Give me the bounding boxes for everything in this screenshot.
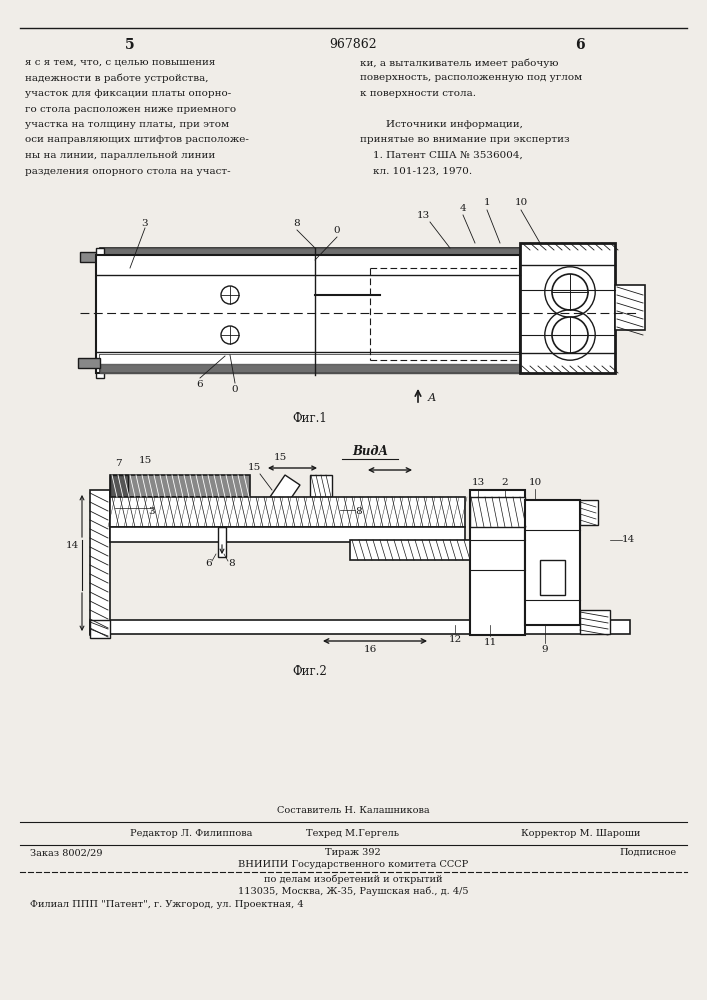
Text: 1: 1 [484,198,491,207]
Bar [615,285,645,330]
Bar [520,243,615,373]
Bar [100,355,520,373]
Text: поверхность, расположенную под углом: поверхность, расположенную под углом [360,74,583,83]
Text: 4: 4 [460,204,467,213]
Text: Филиал ППП "Патент", г. Ужгород, ул. Проектная, 4: Филиал ППП "Патент", г. Ужгород, ул. Про… [30,900,303,909]
Text: разделения опорного стола на участ-: разделения опорного стола на участ- [25,166,230,176]
Bar [470,490,525,635]
Text: 15: 15 [274,453,286,462]
Bar [80,252,102,262]
Text: принятые во внимание при экспертиз: принятые во внимание при экспертиз [360,135,570,144]
Text: 2: 2 [502,478,508,487]
Text: участок для фиксации платы опорно-: участок для фиксации платы опорно- [25,89,231,98]
Bar [310,475,332,497]
Text: Составитель Н. Калашникова: Составитель Н. Калашникова [276,806,429,815]
Text: 13: 13 [472,478,484,487]
Bar [525,500,580,625]
Polygon shape [270,475,300,507]
Text: 5: 5 [125,38,135,52]
Bar [96,248,104,378]
Text: Корректор М. Шароши: Корректор М. Шароши [520,829,640,838]
Bar [110,475,250,497]
Text: 6: 6 [575,38,585,52]
Text: А: А [428,393,436,403]
Text: го стола расположен ниже приемного: го стола расположен ниже приемного [25,104,236,113]
Text: 0: 0 [232,385,238,394]
Text: Тираж 392: Тираж 392 [325,848,381,857]
Text: Подписное: Подписное [620,848,677,857]
Text: надежности в работе устройства,: надежности в работе устройства, [25,74,209,83]
Bar [110,527,465,542]
Bar [470,497,525,527]
Text: 3: 3 [141,219,148,228]
Bar [580,500,598,525]
Text: 113035, Москва, Ж-35, Раушская наб., д. 4/5: 113035, Москва, Ж-35, Раушская наб., д. … [238,886,468,896]
Text: Редактор Л. Филиппова: Редактор Л. Филиппова [130,829,252,838]
Text: 15: 15 [248,463,262,472]
Text: 0: 0 [334,226,340,235]
Circle shape [552,274,588,310]
Circle shape [552,317,588,353]
Text: Фиг.2: Фиг.2 [293,665,327,678]
Bar [90,620,110,638]
Text: 10: 10 [515,198,527,207]
Bar [90,620,630,634]
Text: 1. Патент США № 3536004,: 1. Патент США № 3536004, [360,151,522,160]
Text: Источники информации,: Источники информации, [360,120,523,129]
Text: оси направляющих штифтов расположе-: оси направляющих штифтов расположе- [25,135,249,144]
Text: 8: 8 [355,508,361,516]
Text: 8: 8 [228,558,235,568]
Text: 9: 9 [542,645,549,654]
Text: 13: 13 [416,211,430,220]
Text: ки, а выталкиватель имеет рабочую: ки, а выталкиватель имеет рабочую [360,58,559,68]
Bar [540,560,565,595]
Bar [110,475,128,497]
Text: ны на линии, параллельной линии: ны на линии, параллельной линии [25,151,215,160]
Text: 14: 14 [65,540,78,550]
Text: я с я тем, что, с целью повышения: я с я тем, что, с целью повышения [25,58,216,67]
Text: 6: 6 [205,558,212,568]
Bar [90,490,110,635]
Bar [580,610,610,634]
Bar [96,255,520,373]
Text: кл. 101-123, 1970.: кл. 101-123, 1970. [360,166,472,176]
Text: 7: 7 [115,459,122,468]
Text: 11: 11 [484,638,496,647]
Text: ВидА: ВидА [352,445,388,458]
Text: участка на толщину платы, при этом: участка на толщину платы, при этом [25,120,229,129]
Text: 3: 3 [148,506,156,516]
Text: 967862: 967862 [329,38,377,51]
Text: 10: 10 [528,478,542,487]
Text: Заказ 8002/29: Заказ 8002/29 [30,848,103,857]
Bar [100,248,520,266]
Text: Техред М.Гергель: Техред М.Гергель [307,829,399,838]
Text: 15: 15 [139,456,151,465]
Text: 14: 14 [622,536,636,544]
Circle shape [221,326,239,344]
Text: к поверхности стола.: к поверхности стола. [360,89,476,98]
Circle shape [221,286,239,304]
Text: ВНИИПИ Государственного комитета СССР: ВНИИПИ Государственного комитета СССР [238,860,468,869]
Text: по делам изобретений и открытий: по делам изобретений и открытий [264,874,443,884]
Text: 12: 12 [448,635,462,644]
Bar [78,358,100,368]
Bar [110,497,465,527]
Text: 16: 16 [363,645,377,654]
Text: 8: 8 [293,219,300,228]
Text: 6: 6 [197,380,204,389]
Bar [350,540,470,560]
Text: Фиг.1: Фиг.1 [293,412,327,425]
Bar [218,527,226,557]
